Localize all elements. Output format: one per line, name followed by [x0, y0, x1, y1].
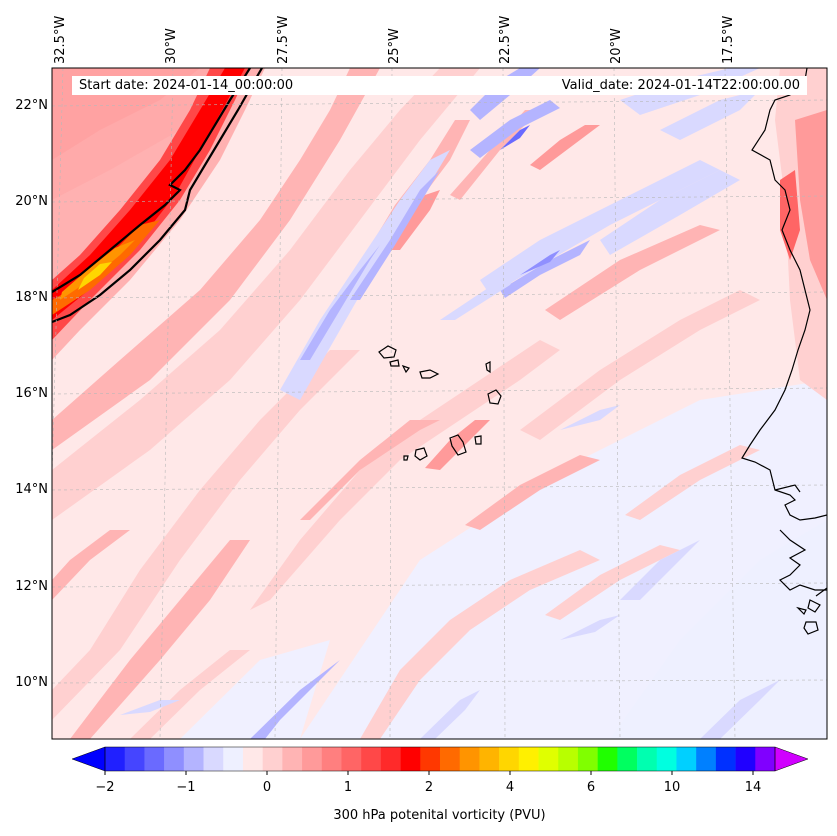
colorbar-cell — [164, 747, 185, 771]
lon-label: 20°W — [609, 28, 624, 64]
colorbar-tick-label: 10 — [663, 780, 681, 795]
colorbar-cell — [440, 747, 461, 771]
colorbar-outline — [104, 746, 776, 772]
lon-label: 25°W — [387, 28, 402, 64]
lon-label: 27.5°W — [276, 15, 291, 64]
colorbar-cell — [341, 747, 362, 771]
colorbar-cell — [755, 747, 776, 771]
lon-label: 22.5°W — [498, 15, 513, 64]
colorbar-tick-label: 14 — [744, 780, 762, 795]
colorbar-cell — [479, 747, 500, 771]
coastline — [741, 68, 827, 635]
colorbar-cell — [223, 747, 244, 771]
map-panel — [52, 68, 827, 739]
colorbar-title: 300 hPa potenital vorticity (PVU) — [333, 808, 546, 823]
lat-label: 20°N — [15, 194, 48, 209]
colorbar-cell — [144, 747, 165, 771]
colorbar-cell — [715, 747, 736, 771]
colorbar-cell — [538, 747, 559, 771]
colorbar-cell — [558, 747, 579, 771]
lon-label: 17.5°W — [721, 15, 736, 64]
graticule — [52, 68, 827, 739]
colorbar-cell — [735, 747, 756, 771]
colorbar-cell — [459, 747, 480, 771]
map-frame — [51, 67, 828, 740]
colorbar-cell — [242, 747, 263, 771]
colorbar-cell — [361, 747, 382, 771]
colorbar-cell — [420, 747, 441, 771]
colorbar-cell — [676, 747, 697, 771]
colorbar-tick-label: 4 — [505, 780, 515, 795]
lon-label: 32.5°W — [53, 15, 68, 64]
colorbar-tick-label: 1 — [343, 780, 353, 795]
colorbar-tick-label: 2 — [424, 780, 434, 795]
colorbar-cell — [262, 747, 283, 771]
lat-label: 18°N — [15, 290, 48, 305]
colorbar-tick-label: −1 — [176, 780, 196, 795]
colorbar-cell — [321, 747, 342, 771]
colorbar-cell — [203, 747, 224, 771]
colorbar-cell — [380, 747, 401, 771]
start-date-label: Start date: 2024-01-14_00:00:00 — [79, 78, 294, 93]
colorbar-cell — [656, 747, 677, 771]
colorbar-cell — [105, 747, 126, 771]
colorbar — [71, 746, 809, 775]
colorbar-max-extend — [774, 746, 809, 772]
lat-label: 10°N — [15, 675, 48, 690]
colorbar-cell — [302, 747, 323, 771]
colorbar-ticks — [104, 771, 754, 775]
colorbar-cell — [124, 747, 145, 771]
colorbar-tick-label: −2 — [95, 780, 115, 795]
colorbar-tick-label: 0 — [262, 780, 272, 795]
colorbar-cell — [282, 747, 303, 771]
date-header-box — [72, 76, 807, 95]
lat-label: 16°N — [15, 386, 48, 401]
lat-label: 12°N — [15, 579, 48, 594]
lon-label: 30°W — [164, 28, 179, 64]
valid-date-label: Valid_date: 2024-01-14T22:00:00.00 — [561, 78, 800, 93]
colorbar-cell — [577, 747, 598, 771]
light-blue-region — [180, 640, 330, 739]
colorbar-cell — [696, 747, 717, 771]
colorbar-cell — [499, 747, 520, 771]
colorbar-cells — [105, 747, 776, 771]
colorbar-cell — [400, 747, 421, 771]
colorbar-tick-label: 6 — [586, 780, 596, 795]
colorbar-cell — [183, 747, 204, 771]
colorbar-cell — [617, 747, 638, 771]
lat-label: 14°N — [15, 482, 48, 497]
colorbar-cell — [637, 747, 658, 771]
colorbar-min-extend — [71, 746, 106, 772]
cape-verde-islands — [378, 345, 502, 461]
colorbar-cell — [518, 747, 539, 771]
colorbar-cell — [597, 747, 618, 771]
pv-2-contour — [52, 68, 263, 324]
lat-label: 22°N — [15, 98, 48, 113]
